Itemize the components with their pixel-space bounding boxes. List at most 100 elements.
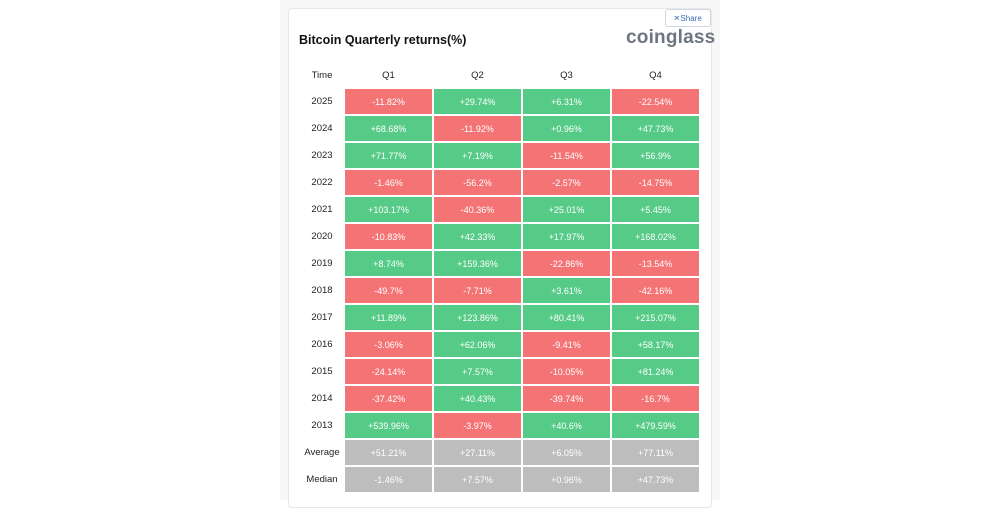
return-cell: +5.45% — [612, 197, 699, 222]
return-cell: -24.14% — [345, 359, 432, 384]
return-cell: +103.17% — [345, 197, 432, 222]
return-cell: -14.75% — [612, 170, 699, 195]
return-cell: -7.71% — [434, 278, 521, 303]
row-label: 2020 — [301, 224, 343, 249]
share-label: Share — [680, 13, 702, 23]
return-cell: +27.11% — [434, 440, 521, 465]
return-cell: -9.41% — [523, 332, 610, 357]
return-cell: -22.86% — [523, 251, 610, 276]
return-cell: +80.41% — [523, 305, 610, 330]
return-cell: +7.57% — [434, 467, 521, 492]
return-cell: +8.74% — [345, 251, 432, 276]
quarterly-returns-table: Time Q1 Q2 Q3 Q4 2025 -11.82% +29.74% +6.31… — [299, 61, 701, 494]
table-header-row: Time Q1 Q2 Q3 Q4 — [301, 63, 699, 87]
return-cell: +123.86% — [434, 305, 521, 330]
return-cell: +17.97% — [523, 224, 610, 249]
return-cell: -37.42% — [345, 386, 432, 411]
return-cell: +168.02% — [612, 224, 699, 249]
row-label: 2025 — [301, 89, 343, 114]
row-label: 2017 — [301, 305, 343, 330]
return-cell: +215.07% — [612, 305, 699, 330]
return-cell: -40.36% — [434, 197, 521, 222]
table-row: 2023 +71.77% +7.19% -11.54% +56.9% — [301, 143, 699, 168]
brand-logo: coinglass — [626, 27, 716, 48]
table-row: 2017 +11.89% +123.86% +80.41% +215.07% — [301, 305, 699, 330]
table-row: 2021 +103.17% -40.36% +25.01% +5.45% — [301, 197, 699, 222]
return-cell: -10.05% — [523, 359, 610, 384]
return-cell: +0.96% — [523, 116, 610, 141]
return-cell: -11.82% — [345, 89, 432, 114]
return-cell: -2.57% — [523, 170, 610, 195]
return-cell: -10.83% — [345, 224, 432, 249]
return-cell: -11.92% — [434, 116, 521, 141]
return-cell: +7.57% — [434, 359, 521, 384]
return-cell: -13.54% — [612, 251, 699, 276]
table-row: 2015 -24.14% +7.57% -10.05% +81.24% — [301, 359, 699, 384]
row-label: 2021 — [301, 197, 343, 222]
return-cell: +7.19% — [434, 143, 521, 168]
return-cell: +25.01% — [523, 197, 610, 222]
table-row: 2018 -49.7% -7.71% +3.61% -42.16% — [301, 278, 699, 303]
return-cell: +11.89% — [345, 305, 432, 330]
return-cell: -49.7% — [345, 278, 432, 303]
column-header-q1: Q1 — [382, 69, 395, 81]
return-cell: +71.77% — [345, 143, 432, 168]
return-cell: -3.97% — [434, 413, 521, 438]
table-row: 2025 -11.82% +29.74% +6.31% -22.54% — [301, 89, 699, 114]
return-cell: +51.21% — [345, 440, 432, 465]
page-title: Bitcoin Quarterly returns(%) — [299, 33, 467, 47]
row-label: 2024 — [301, 116, 343, 141]
return-cell: -11.54% — [523, 143, 610, 168]
return-cell: +3.61% — [523, 278, 610, 303]
row-label: 2016 — [301, 332, 343, 357]
return-cell: +68.68% — [345, 116, 432, 141]
return-cell: +29.74% — [434, 89, 521, 114]
column-header-q2: Q2 — [471, 69, 484, 81]
return-cell: +0.96% — [523, 467, 610, 492]
return-cell: +47.73% — [612, 467, 699, 492]
table-row: 2019 +8.74% +159.36% -22.86% -13.54% — [301, 251, 699, 276]
return-cell: +62.06% — [434, 332, 521, 357]
return-cell: +6.31% — [523, 89, 610, 114]
column-header-time: Time — [311, 69, 333, 81]
return-cell: +159.36% — [434, 251, 521, 276]
share-icon: ⪤ — [674, 13, 680, 22]
return-cell: -16.7% — [612, 386, 699, 411]
share-button[interactable]: ⪤ Share — [665, 9, 711, 27]
return-cell: -42.16% — [612, 278, 699, 303]
row-label: 2022 — [301, 170, 343, 195]
return-cell: +56.9% — [612, 143, 699, 168]
return-cell: +47.73% — [612, 116, 699, 141]
return-cell: +539.96% — [345, 413, 432, 438]
column-header-q3: Q3 — [560, 69, 573, 81]
return-cell: +58.17% — [612, 332, 699, 357]
return-cell: -3.06% — [345, 332, 432, 357]
column-header-q4: Q4 — [649, 69, 662, 81]
table-row: 2013 +539.96% -3.97% +40.6% +479.59% — [301, 413, 699, 438]
row-label: 2018 — [301, 278, 343, 303]
return-cell: +40.6% — [523, 413, 610, 438]
return-cell: +40.43% — [434, 386, 521, 411]
return-cell: +6.05% — [523, 440, 610, 465]
return-cell: +42.33% — [434, 224, 521, 249]
table-row: 2016 -3.06% +62.06% -9.41% +58.17% — [301, 332, 699, 357]
row-label: Average — [301, 440, 343, 465]
row-label: 2015 — [301, 359, 343, 384]
table-row: 2014 -37.42% +40.43% -39.74% -16.7% — [301, 386, 699, 411]
return-cell: -39.74% — [523, 386, 610, 411]
return-cell: -1.46% — [345, 467, 432, 492]
summary-row: Median -1.46% +7.57% +0.96% +47.73% — [301, 467, 699, 492]
table-row: 2020 -10.83% +42.33% +17.97% +168.02% — [301, 224, 699, 249]
return-cell: -22.54% — [612, 89, 699, 114]
return-cell: +479.59% — [612, 413, 699, 438]
return-cell: +77.11% — [612, 440, 699, 465]
return-cell: -1.46% — [345, 170, 432, 195]
row-label: 2013 — [301, 413, 343, 438]
row-label: 2023 — [301, 143, 343, 168]
return-cell: -56.2% — [434, 170, 521, 195]
row-label: Median — [301, 467, 343, 492]
summary-row: Average +51.21% +27.11% +6.05% +77.11% — [301, 440, 699, 465]
return-cell: +81.24% — [612, 359, 699, 384]
row-label: 2014 — [301, 386, 343, 411]
row-label: 2019 — [301, 251, 343, 276]
